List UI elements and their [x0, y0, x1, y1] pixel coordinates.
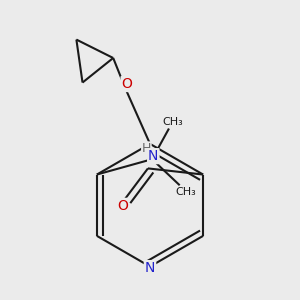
Text: CH₃: CH₃ — [176, 187, 196, 197]
Text: O: O — [122, 77, 132, 91]
Text: CH₃: CH₃ — [162, 117, 183, 127]
Text: N: N — [148, 149, 158, 163]
Text: N: N — [145, 261, 155, 275]
Text: H: H — [142, 142, 151, 155]
Text: O: O — [117, 199, 128, 213]
